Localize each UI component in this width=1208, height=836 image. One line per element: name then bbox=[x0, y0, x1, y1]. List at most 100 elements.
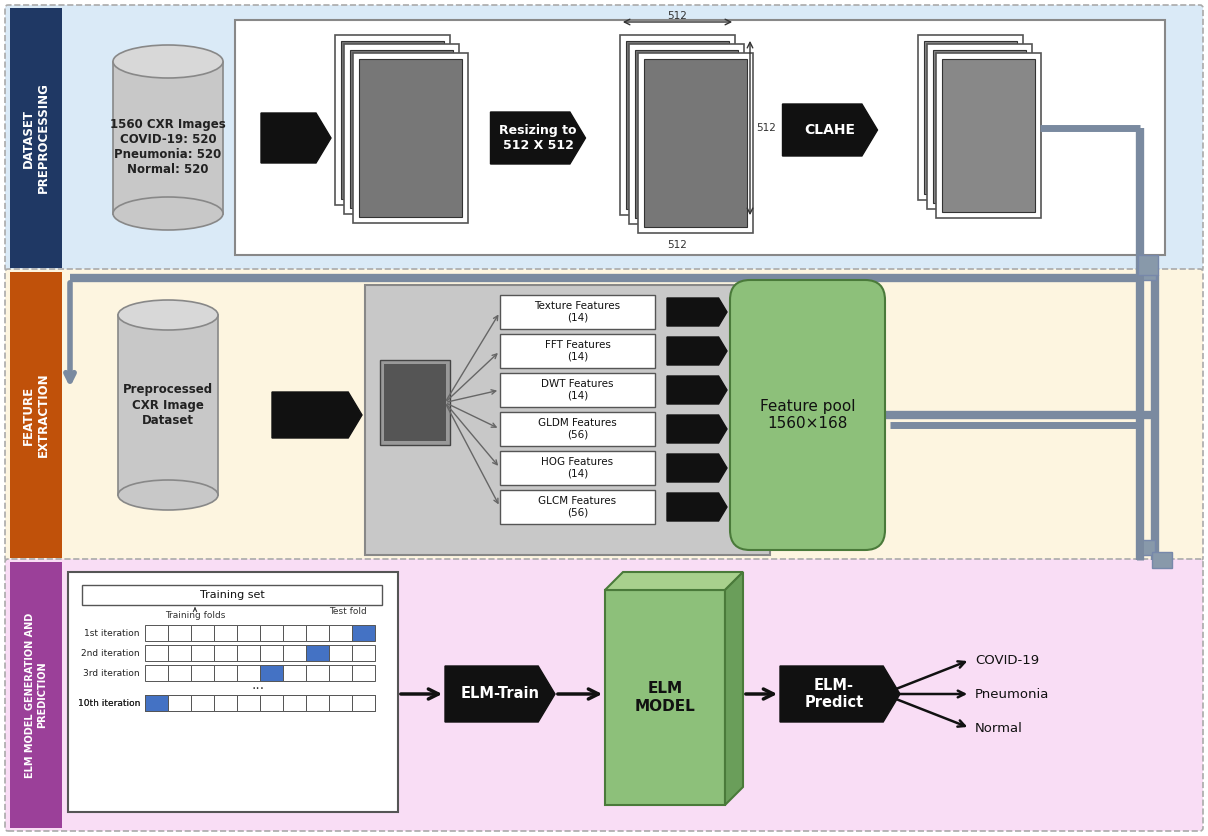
Text: Feature pool
1560×168: Feature pool 1560×168 bbox=[760, 399, 855, 431]
Polygon shape bbox=[667, 454, 727, 482]
Bar bbox=[500, 295, 655, 329]
Bar bbox=[500, 490, 655, 524]
Bar bbox=[214, 625, 237, 641]
Text: HOG Features
(14): HOG Features (14) bbox=[541, 457, 614, 479]
Polygon shape bbox=[667, 493, 727, 521]
Text: Resizing to
512 X 512: Resizing to 512 X 512 bbox=[499, 124, 576, 152]
Bar bbox=[353, 53, 467, 223]
Bar bbox=[329, 695, 352, 711]
Text: 512: 512 bbox=[667, 240, 687, 250]
Bar bbox=[283, 665, 306, 681]
Bar bbox=[306, 645, 329, 661]
Text: DATASET
PREPROCESSING: DATASET PREPROCESSING bbox=[22, 83, 50, 193]
Polygon shape bbox=[445, 666, 554, 722]
Bar bbox=[365, 285, 769, 555]
Bar bbox=[283, 625, 306, 641]
Bar bbox=[350, 50, 453, 208]
Bar bbox=[10, 8, 62, 268]
Polygon shape bbox=[490, 112, 586, 164]
Bar bbox=[237, 645, 260, 661]
Bar bbox=[168, 665, 191, 681]
Bar bbox=[500, 334, 655, 368]
Bar bbox=[168, 645, 191, 661]
Bar bbox=[329, 665, 352, 681]
Text: Training set: Training set bbox=[199, 590, 265, 600]
Bar bbox=[191, 645, 214, 661]
Text: ...: ... bbox=[251, 678, 265, 692]
Bar bbox=[359, 59, 461, 217]
Bar bbox=[283, 695, 306, 711]
Bar bbox=[10, 272, 62, 558]
Ellipse shape bbox=[118, 300, 217, 330]
Polygon shape bbox=[667, 415, 727, 443]
Bar bbox=[500, 373, 655, 407]
Bar bbox=[10, 562, 62, 828]
Bar bbox=[1137, 540, 1155, 555]
Bar bbox=[191, 695, 214, 711]
Text: 512: 512 bbox=[667, 11, 687, 21]
Bar bbox=[260, 695, 283, 711]
Bar bbox=[927, 44, 1032, 209]
Bar bbox=[335, 35, 451, 205]
Bar bbox=[237, 695, 260, 711]
Bar bbox=[329, 625, 352, 641]
Text: ELM
MODEL: ELM MODEL bbox=[634, 681, 696, 714]
FancyBboxPatch shape bbox=[5, 559, 1203, 831]
Bar bbox=[626, 41, 728, 209]
Polygon shape bbox=[725, 572, 743, 805]
Bar bbox=[145, 645, 168, 661]
Bar bbox=[638, 53, 753, 233]
Bar bbox=[352, 695, 374, 711]
Bar bbox=[352, 645, 374, 661]
Bar bbox=[500, 451, 655, 485]
Bar bbox=[329, 645, 352, 661]
Bar bbox=[644, 59, 747, 227]
FancyBboxPatch shape bbox=[236, 20, 1165, 255]
Bar bbox=[605, 590, 725, 805]
Bar bbox=[82, 585, 382, 605]
Bar bbox=[1152, 552, 1172, 568]
Text: 2nd iteration: 2nd iteration bbox=[81, 649, 140, 657]
Text: Pneumonia: Pneumonia bbox=[975, 687, 1050, 701]
Bar bbox=[214, 665, 237, 681]
Bar bbox=[352, 625, 374, 641]
Bar bbox=[168, 695, 191, 711]
Bar bbox=[942, 59, 1035, 212]
Text: CLAHE: CLAHE bbox=[805, 123, 855, 137]
Bar bbox=[306, 695, 329, 711]
Text: 10th iteration: 10th iteration bbox=[77, 699, 140, 707]
Polygon shape bbox=[261, 113, 331, 163]
Bar bbox=[145, 695, 168, 711]
Polygon shape bbox=[272, 392, 362, 438]
Bar bbox=[283, 695, 306, 711]
Polygon shape bbox=[783, 104, 877, 156]
Text: 512: 512 bbox=[756, 123, 776, 133]
Bar bbox=[341, 41, 445, 199]
Bar bbox=[306, 625, 329, 641]
Bar bbox=[306, 665, 329, 681]
Bar bbox=[237, 695, 260, 711]
Bar bbox=[118, 315, 217, 495]
FancyBboxPatch shape bbox=[5, 5, 1203, 271]
Text: Preprocessed
CXR Image
Dataset: Preprocessed CXR Image Dataset bbox=[123, 384, 213, 426]
Bar bbox=[260, 695, 283, 711]
Text: ELM MODEL GENERATION AND
PREDICTION: ELM MODEL GENERATION AND PREDICTION bbox=[25, 613, 47, 777]
Bar bbox=[168, 695, 191, 711]
Bar bbox=[384, 364, 446, 441]
Text: Training folds: Training folds bbox=[164, 610, 225, 619]
FancyBboxPatch shape bbox=[730, 280, 885, 550]
Bar bbox=[214, 695, 237, 711]
Text: GLDM Features
(56): GLDM Features (56) bbox=[538, 418, 617, 440]
Text: COVID-19: COVID-19 bbox=[975, 654, 1039, 666]
Text: Test fold: Test fold bbox=[329, 608, 367, 616]
Text: 1st iteration: 1st iteration bbox=[85, 629, 140, 638]
Bar bbox=[114, 62, 223, 213]
Bar bbox=[260, 625, 283, 641]
Bar bbox=[352, 665, 374, 681]
Polygon shape bbox=[667, 298, 727, 326]
Text: Normal: Normal bbox=[975, 721, 1023, 735]
Text: ELM-
Predict: ELM- Predict bbox=[805, 678, 864, 711]
Text: Texture Features
(14): Texture Features (14) bbox=[534, 301, 621, 323]
Bar bbox=[283, 645, 306, 661]
Ellipse shape bbox=[114, 197, 223, 230]
